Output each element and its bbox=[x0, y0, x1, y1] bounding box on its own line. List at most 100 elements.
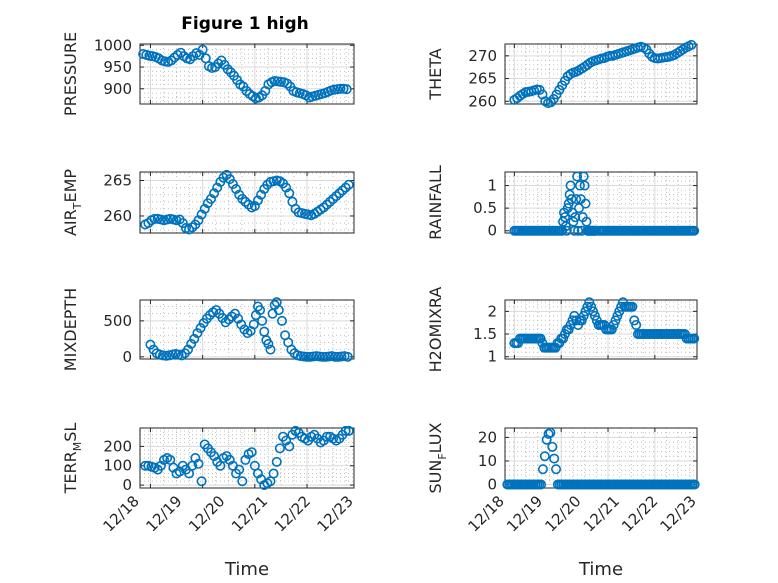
data-point bbox=[561, 225, 572, 236]
x-axis-label: Time bbox=[224, 559, 269, 580]
y-axis-label: TERRMSL bbox=[61, 423, 84, 495]
subplot-sun_flux: 0 10 20 SUNFLUX 12/1812/1912/2012/2112/2212/… bbox=[426, 422, 700, 580]
data-point bbox=[584, 297, 595, 308]
data-point bbox=[190, 452, 201, 463]
data-point bbox=[140, 460, 151, 471]
data-point bbox=[343, 425, 354, 436]
data-point bbox=[281, 182, 292, 193]
data-point bbox=[335, 83, 346, 94]
data-point bbox=[302, 351, 313, 362]
data-point bbox=[222, 64, 233, 75]
y-axis-label: PRESSURE bbox=[61, 32, 80, 116]
data-point bbox=[340, 425, 351, 436]
data-point bbox=[341, 84, 352, 95]
y-tick-label: 2 bbox=[487, 302, 497, 320]
data-point bbox=[187, 222, 198, 233]
series-markers bbox=[509, 39, 697, 109]
data-point bbox=[205, 193, 216, 204]
y-tick-label: 265 bbox=[103, 172, 132, 190]
data-point bbox=[578, 310, 589, 321]
data-point bbox=[183, 344, 194, 355]
y-tick-label: 500 bbox=[103, 312, 132, 330]
data-point bbox=[257, 315, 268, 326]
data-point bbox=[174, 466, 185, 477]
series-markers bbox=[509, 171, 700, 236]
data-point bbox=[149, 213, 160, 224]
data-point bbox=[606, 324, 617, 335]
data-point bbox=[177, 218, 188, 229]
data-point bbox=[212, 182, 223, 193]
y-tick-label: 0 bbox=[487, 475, 497, 493]
data-point bbox=[273, 305, 284, 316]
x-tick-label: 12/20 bbox=[185, 492, 228, 535]
subplot-rainfall: 0 0.5 1 RAINFALL bbox=[426, 165, 700, 240]
axes-box bbox=[139, 427, 355, 489]
series-markers bbox=[145, 297, 353, 362]
data-point bbox=[246, 447, 257, 458]
data-point bbox=[243, 199, 254, 210]
data-point bbox=[547, 441, 558, 452]
data-point bbox=[571, 194, 582, 205]
y-axis-label: SUNFLUX bbox=[426, 422, 449, 493]
y-tick-label: 260 bbox=[103, 207, 132, 225]
data-point bbox=[612, 310, 623, 321]
data-point bbox=[573, 203, 584, 214]
y-axis-label: AIRTEMP bbox=[61, 169, 84, 236]
data-point bbox=[330, 351, 341, 362]
data-point bbox=[195, 323, 206, 334]
data-point bbox=[189, 333, 200, 344]
data-point bbox=[631, 319, 642, 330]
data-point bbox=[234, 464, 245, 475]
data-point bbox=[334, 188, 345, 199]
data-point bbox=[276, 315, 287, 326]
data-point bbox=[565, 180, 576, 191]
data-point bbox=[566, 194, 577, 205]
data-point bbox=[539, 451, 550, 462]
x-tick-label: 12/23 bbox=[657, 492, 700, 535]
data-point bbox=[558, 333, 569, 344]
data-point bbox=[608, 319, 619, 330]
data-point bbox=[572, 171, 583, 182]
data-point bbox=[185, 54, 196, 65]
data-point bbox=[231, 184, 242, 195]
data-point bbox=[282, 78, 293, 89]
y-tick-label: 100 bbox=[103, 457, 132, 475]
data-point bbox=[252, 195, 263, 206]
data-point bbox=[248, 319, 259, 330]
data-point bbox=[689, 225, 700, 236]
y-axis-label-main: TERR bbox=[61, 451, 80, 494]
data-point bbox=[268, 468, 279, 479]
subplot-theta: 260 265 270 THETA bbox=[426, 39, 698, 110]
data-point bbox=[536, 479, 547, 490]
axes-background bbox=[504, 427, 698, 489]
y-axis-label-main: SUN bbox=[426, 460, 445, 494]
x-tick-label: 12/23 bbox=[314, 492, 357, 535]
data-point bbox=[241, 85, 252, 96]
data-point bbox=[233, 313, 244, 324]
data-point bbox=[271, 456, 282, 467]
x-tick-label: 12/21 bbox=[580, 492, 623, 535]
y-tick-label: 200 bbox=[103, 437, 132, 455]
data-point bbox=[616, 301, 627, 312]
data-point bbox=[563, 324, 574, 335]
subplot-pressure: 900 950 1000 PRESSURE bbox=[61, 32, 355, 116]
y-axis-label: MIXDEPTH bbox=[61, 288, 80, 371]
data-point bbox=[328, 193, 339, 204]
data-point bbox=[579, 180, 590, 191]
series-markers bbox=[138, 44, 352, 104]
data-point bbox=[281, 435, 292, 446]
data-point bbox=[570, 212, 581, 223]
x-tick-label: 12/19 bbox=[503, 492, 546, 535]
data-point bbox=[284, 188, 295, 199]
y-axis-label-tail: LUX bbox=[426, 422, 445, 453]
y-tick-label: 900 bbox=[103, 80, 132, 98]
data-point bbox=[209, 188, 220, 199]
y-axis-label: H2OMIXRA bbox=[426, 287, 445, 373]
data-point bbox=[560, 221, 571, 232]
data-point bbox=[545, 427, 556, 438]
data-point bbox=[236, 319, 247, 330]
data-point bbox=[186, 338, 197, 349]
x-tick-label: 12/18 bbox=[465, 492, 508, 535]
y-tick-label: 260 bbox=[468, 92, 497, 110]
